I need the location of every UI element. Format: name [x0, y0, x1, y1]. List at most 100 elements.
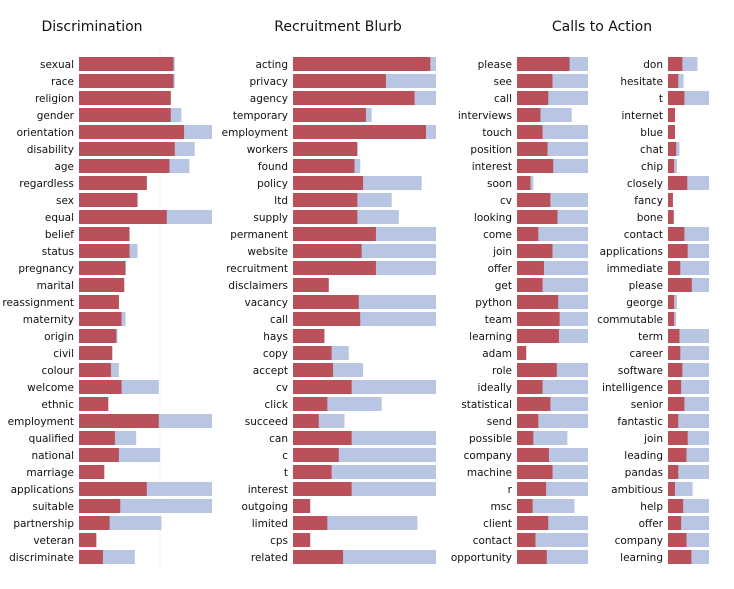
category-label: offer: [639, 518, 664, 530]
category-label: help: [640, 501, 663, 513]
bar-primary-join: [668, 431, 688, 445]
bar-primary-found: [293, 159, 355, 173]
bar-primary-blue: [668, 125, 675, 139]
bar-primary-policy: [293, 176, 364, 190]
category-label: acting: [255, 59, 288, 71]
category-label: click: [265, 399, 289, 411]
category-label: c: [282, 450, 288, 462]
bar-primary-veteran: [79, 533, 97, 547]
category-label: regardless: [19, 178, 74, 190]
bar-primary-c: [293, 448, 339, 462]
bar-primary-status: [79, 244, 130, 258]
category-label: religion: [35, 93, 74, 105]
bar-primary-r: [517, 482, 547, 496]
category-label: permanent: [230, 229, 288, 241]
category-label: maternity: [23, 314, 74, 326]
bar-primary-leading: [668, 448, 687, 462]
bar-primary-suitable: [79, 499, 121, 513]
category-label: client: [483, 518, 512, 530]
bar-primary-temporary: [293, 108, 366, 122]
category-label: closely: [627, 178, 663, 190]
category-label: policy: [257, 178, 288, 190]
category-label: reassignment: [2, 297, 74, 309]
category-label: career: [629, 348, 663, 360]
bar-primary-software: [668, 363, 683, 377]
bar-primary-vacancy: [293, 295, 359, 309]
category-label: veteran: [33, 535, 74, 547]
category-label: learning: [469, 331, 512, 343]
category-label: leading: [624, 450, 663, 462]
category-label: r: [508, 484, 513, 496]
bar-primary-chip: [668, 159, 675, 173]
category-label: interest: [248, 484, 288, 496]
bar-primary-permanent: [293, 227, 376, 241]
category-label: found: [258, 161, 288, 173]
bar-primary-privacy: [293, 74, 386, 88]
bar-primary-t: [293, 465, 332, 479]
panel-title: Calls to Action: [552, 19, 652, 35]
bar-primary-company: [517, 448, 549, 462]
bar-primary-team: [517, 312, 560, 326]
category-label: limited: [252, 518, 288, 530]
bar-primary-disability: [79, 142, 175, 156]
bar-primary-closely: [668, 176, 688, 190]
bar-primary-age: [79, 159, 170, 173]
category-label: intelligence: [602, 382, 663, 394]
category-label: join: [492, 246, 512, 258]
bar-primary-cv: [517, 193, 551, 207]
category-label: immediate: [607, 263, 663, 275]
category-label: george: [626, 297, 663, 309]
category-label: privacy: [249, 76, 288, 88]
bar-primary-contact: [668, 227, 685, 241]
category-label: company: [615, 535, 663, 547]
bar-primary-qualified: [79, 431, 115, 445]
category-label: come: [483, 229, 512, 241]
bar-primary-orientation: [79, 125, 185, 139]
category-label: touch: [482, 127, 512, 139]
bar-primary-click: [293, 397, 328, 411]
bar-primary-opportunity: [517, 550, 547, 564]
chart-panel-4: don hesitate t internet blue chat chip closely f…: [597, 57, 709, 564]
category-label: opportunity: [451, 552, 512, 564]
bar-primary-send: [517, 414, 539, 428]
bar-primary-agency: [293, 91, 415, 105]
bar-primary-gender: [79, 108, 171, 122]
bar-primary-please: [668, 278, 692, 292]
bar-primary-equal: [79, 210, 167, 224]
bar-primary-discriminate: [79, 550, 103, 564]
bar-primary-contact: [517, 533, 536, 547]
category-label: internet: [621, 110, 663, 122]
bar-primary-sex: [79, 193, 138, 207]
bar-primary-employment: [79, 414, 159, 428]
bar-primary-applications: [79, 482, 147, 496]
bar-primary-machine: [517, 465, 553, 479]
bar-primary-fantastic: [668, 414, 679, 428]
bar-primary-learning: [517, 329, 559, 343]
category-label: ethnic: [41, 399, 74, 411]
bar-primary-commutable: [668, 312, 675, 326]
bar-primary-colour: [79, 363, 111, 377]
category-label: join: [643, 433, 663, 445]
category-label: recruitment: [226, 263, 288, 275]
category-label: call: [270, 314, 288, 326]
category-label: related: [251, 552, 288, 564]
category-label: pandas: [625, 467, 663, 479]
bar-primary-offer: [668, 516, 682, 530]
bar-primary-pandas: [668, 465, 679, 479]
chart-panel-3: Calls to Action please see call interviews to…: [451, 19, 652, 564]
bar-primary-see: [517, 74, 553, 88]
bar-primary-maternity: [79, 312, 122, 326]
bar-primary-ltd: [293, 193, 358, 207]
category-label: hesitate: [620, 76, 663, 88]
bar-primary-acting: [293, 57, 431, 71]
category-label: msc: [491, 501, 513, 513]
bar-primary-looking: [517, 210, 558, 224]
bar-primary-immediate: [668, 261, 681, 275]
category-label: sex: [56, 195, 74, 207]
bar-primary-role: [517, 363, 557, 377]
bar-primary-regardless: [79, 176, 147, 190]
category-label: interviews: [458, 110, 512, 122]
category-label: origin: [44, 331, 74, 343]
bar-primary-cps: [293, 533, 311, 547]
bar-primary-senior: [668, 397, 685, 411]
